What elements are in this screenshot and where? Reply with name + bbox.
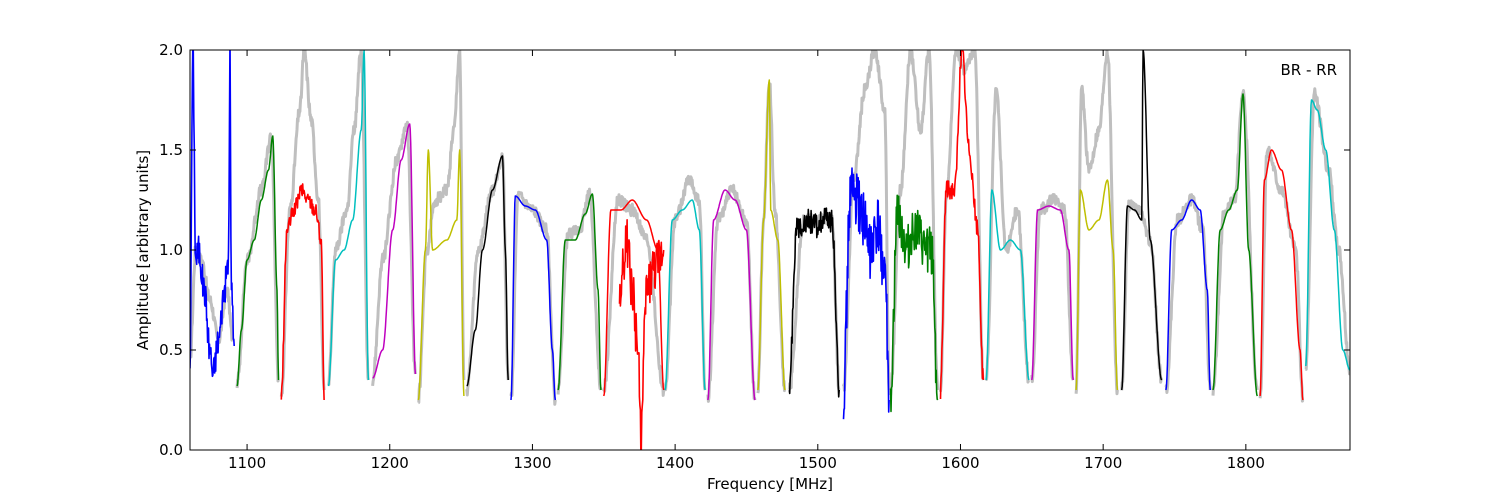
- axis-ticks: 1100 1200 1300 1400 1500 1600 1700 1800 0.0 0.5 1.…: [159, 41, 1350, 472]
- series-line: [788, 207, 840, 398]
- series-line: [417, 149, 465, 401]
- series-line: [1212, 93, 1259, 397]
- series-line: [327, 50, 370, 387]
- series-line: [372, 123, 417, 379]
- gray-reference-line: [663, 174, 707, 392]
- gray-reference-line: [417, 50, 466, 405]
- y-tick-label: 1.5: [159, 141, 183, 159]
- x-tick-label: 1200: [371, 454, 409, 472]
- gray-reference-line: [465, 152, 510, 397]
- series-line: [842, 167, 890, 420]
- series-line: [707, 189, 756, 401]
- series-line: [236, 135, 280, 387]
- gray-reference-line: [371, 120, 417, 387]
- gray-reference-line: [509, 190, 557, 406]
- x-tick-label: 1600: [941, 454, 979, 472]
- gray-reference-line: [602, 193, 666, 397]
- y-tick-label: 0.0: [159, 441, 183, 459]
- y-axis-label: Amplitude [arbitrary units]: [134, 150, 152, 350]
- series-line: [557, 193, 602, 391]
- x-tick-label: 1700: [1084, 454, 1122, 472]
- series-line: [757, 79, 786, 391]
- y-tick-label: 1.0: [159, 241, 183, 259]
- series-line: [618, 219, 665, 450]
- x-tick-label: 1500: [799, 454, 837, 472]
- series-line: [280, 183, 325, 401]
- series-line: [603, 199, 665, 397]
- legend-label: BR - RR: [1280, 61, 1337, 79]
- gray-reference-line: [1258, 145, 1305, 403]
- x-tick-label: 1400: [656, 454, 694, 472]
- series-line: [1259, 149, 1304, 401]
- gray-reference-line: [1211, 89, 1259, 396]
- series-line: [939, 50, 985, 400]
- gray-reference-line: [1074, 50, 1119, 396]
- series-line: [985, 189, 1030, 381]
- series-line: [190, 50, 235, 378]
- x-tick-label: 1100: [228, 454, 266, 472]
- y-tick-label: 0.5: [159, 341, 183, 359]
- gray-reference-line: [326, 50, 370, 387]
- series-line: [1031, 205, 1074, 381]
- gray-reference-line: [706, 183, 757, 403]
- series-line: [510, 195, 557, 401]
- x-tick-label: 1300: [513, 454, 551, 472]
- gray-reference-line: [842, 50, 891, 392]
- gray-reference-line: [1030, 193, 1075, 384]
- series-line: [1305, 99, 1350, 371]
- series-layer: [190, 50, 1350, 450]
- series-line: [1075, 179, 1119, 391]
- series-line: [664, 199, 706, 391]
- series-line: [1165, 199, 1211, 391]
- series-line: [889, 194, 939, 413]
- x-axis-label: Frequency [MHz]: [707, 475, 833, 493]
- x-tick-label: 1800: [1227, 454, 1265, 472]
- y-tick-label: 2.0: [159, 41, 183, 59]
- series-line: [1120, 50, 1163, 391]
- series-line: [466, 155, 509, 387]
